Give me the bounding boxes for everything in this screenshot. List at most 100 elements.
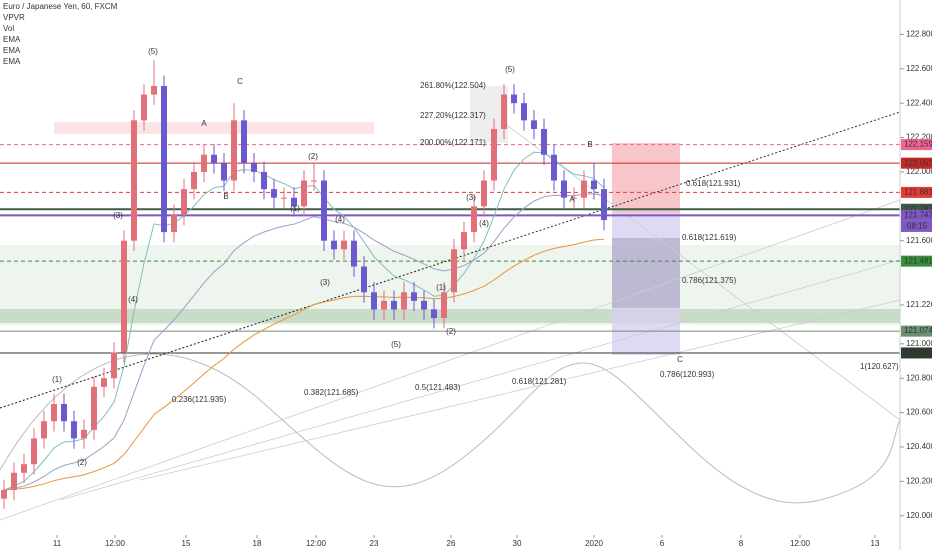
candle-body	[581, 180, 587, 198]
candle-body	[121, 240, 127, 353]
price-badge-label: 121.747	[904, 211, 932, 220]
wave-label: A	[201, 119, 207, 128]
candle-body	[331, 240, 337, 250]
price-badge	[901, 325, 932, 337]
x-tick-label: 2020	[585, 539, 603, 548]
candle-body	[81, 429, 87, 439]
fib-label: 0.382(121.685)	[304, 388, 359, 397]
countdown-label: 08:15	[907, 222, 928, 231]
candle-body	[271, 189, 277, 198]
x-tick-label: 30	[513, 539, 522, 548]
indicator-label: VPVR	[3, 13, 25, 22]
candle-body	[491, 128, 497, 181]
candle-body	[11, 472, 17, 490]
candle-body	[261, 171, 267, 190]
y-tick-label: 121.226	[906, 300, 932, 309]
wave-label: A	[569, 195, 575, 204]
fib-label: 0.618(121.931)	[686, 179, 741, 188]
candle-body	[31, 438, 37, 465]
price-badge	[901, 209, 932, 221]
price-badge	[901, 139, 932, 151]
x-tick-label: 6	[660, 539, 665, 548]
candle-body	[41, 421, 47, 439]
candle-body	[431, 309, 437, 319]
wave-label: (2)	[308, 152, 318, 161]
ema-line	[3, 238, 605, 491]
candle-body	[421, 300, 427, 310]
indicator-label: EMA	[3, 46, 21, 55]
fib-label: 0.5(121.483)	[415, 383, 461, 392]
fib-label: 261.80%(122.504)	[420, 81, 486, 90]
fib-label: 227.20%(122.317)	[420, 111, 486, 120]
y-tick-label: 122.400	[906, 98, 932, 107]
price-badge-label: 121.074	[904, 326, 932, 335]
candle-body	[451, 249, 457, 293]
price-badge	[901, 255, 932, 267]
x-tick-label: 12:00	[105, 539, 126, 548]
candle-body	[461, 232, 467, 250]
candle-body	[151, 85, 157, 95]
x-tick-label: 12:00	[790, 539, 811, 548]
y-tick-label: 122.800	[906, 29, 932, 38]
candle-body	[71, 421, 77, 439]
candle-body	[341, 240, 347, 250]
candle-body	[371, 292, 377, 310]
wave-label: (5)	[391, 340, 401, 349]
fib-label: 0.786(120.993)	[660, 370, 715, 379]
plot	[0, 60, 900, 509]
candle-body	[351, 240, 357, 267]
candle-body	[541, 128, 547, 155]
y-tick-label: 120.400	[906, 442, 932, 451]
price-badge	[901, 347, 932, 359]
candle-body	[471, 206, 477, 233]
wave-label: (3)	[320, 278, 330, 287]
price-badge	[901, 203, 932, 215]
wave-label: (2)	[446, 327, 456, 336]
ema-line	[3, 193, 605, 491]
countdown-badge	[901, 220, 932, 232]
price-badge	[901, 186, 932, 198]
y-tick-label: 121.600	[906, 236, 932, 245]
fib-label: 0.618(121.281)	[512, 377, 567, 386]
candle-body	[171, 214, 177, 233]
chart-title: Euro / Japanese Yen, 60, FXCM	[3, 2, 118, 11]
y-tick-label: 122.600	[906, 64, 932, 73]
indicator-label: EMA	[3, 35, 21, 44]
fib-label: 0.786(121.375)	[682, 276, 737, 285]
candle-body	[521, 103, 527, 121]
price-badge-label: 121.783	[904, 204, 932, 213]
candle-body	[321, 180, 327, 241]
candle-body	[91, 386, 97, 430]
candle-body	[591, 180, 597, 190]
price-badge-label: 122.159	[904, 140, 932, 149]
candle-body	[391, 300, 397, 310]
fib-label: 0.236(121.935)	[172, 395, 227, 404]
y-tick-label: 121.000	[906, 339, 932, 348]
trend-line	[0, 111, 901, 409]
fib-label: 0.618(121.619)	[682, 233, 737, 242]
candle-body	[361, 266, 367, 293]
y-tick-label: 120.200	[906, 476, 932, 485]
x-tick-label: 18	[253, 539, 262, 548]
resistance-zone	[54, 122, 374, 134]
candle-body	[111, 352, 117, 379]
price-badge-label: 120.947	[904, 348, 932, 357]
candle-body	[1, 489, 7, 499]
wave-label: (5)	[148, 47, 158, 56]
x-tick-label: 11	[53, 539, 62, 548]
target-inner	[612, 238, 680, 308]
wave-label: (1)	[52, 375, 62, 384]
candle-body	[411, 292, 417, 301]
candle-body	[311, 180, 317, 182]
cycle-curve	[0, 353, 901, 504]
y-tick-label: 122.000	[906, 167, 932, 176]
wave-label: (1)	[436, 283, 446, 292]
candle-body	[561, 180, 567, 198]
fib-label: 1(120.627)	[860, 362, 899, 371]
candle-body	[221, 163, 227, 181]
candle-body	[211, 154, 217, 164]
wave-label: (5)	[505, 65, 515, 74]
candle-body	[291, 197, 297, 207]
candle-body	[551, 154, 557, 181]
